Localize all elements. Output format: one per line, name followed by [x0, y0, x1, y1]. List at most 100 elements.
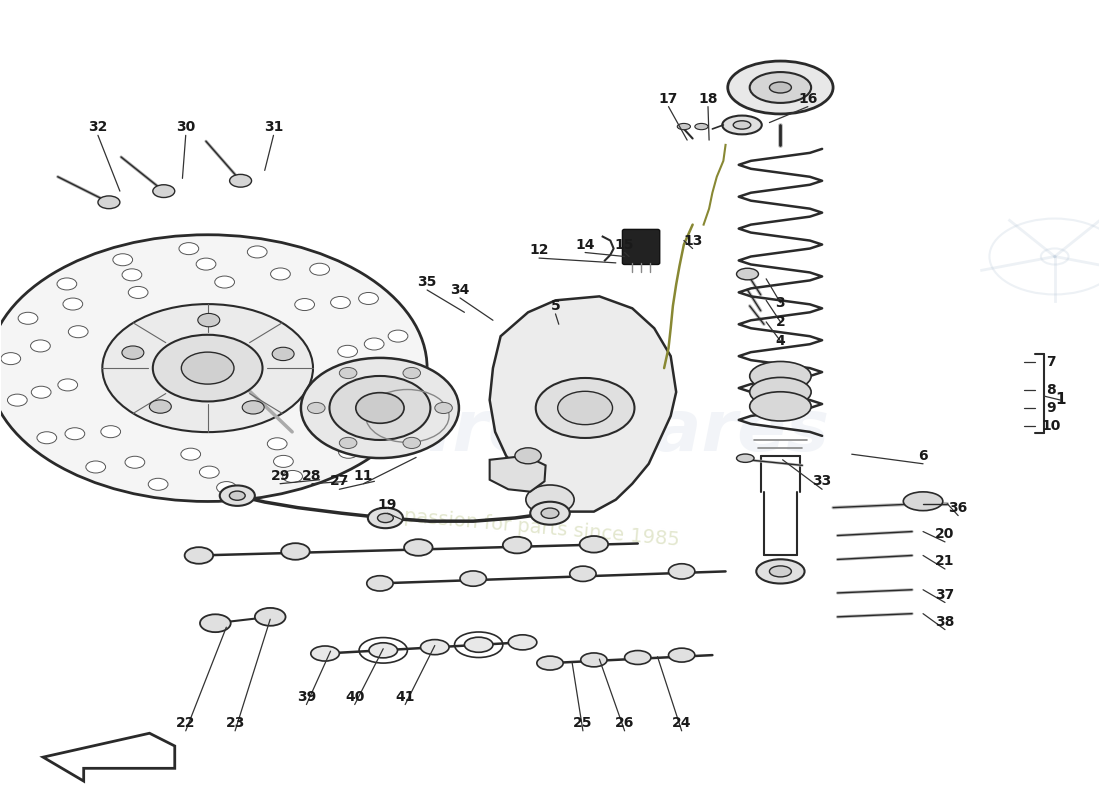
Ellipse shape: [368, 642, 397, 658]
Text: 27: 27: [330, 474, 349, 488]
Ellipse shape: [678, 123, 691, 130]
Text: 22: 22: [176, 716, 196, 730]
Polygon shape: [490, 456, 546, 492]
Text: 24: 24: [672, 716, 692, 730]
Text: 30: 30: [176, 120, 196, 134]
Ellipse shape: [339, 367, 356, 378]
Ellipse shape: [198, 314, 220, 326]
Ellipse shape: [125, 456, 145, 468]
Ellipse shape: [295, 298, 315, 310]
Text: 29: 29: [271, 469, 289, 482]
Ellipse shape: [282, 543, 310, 560]
Ellipse shape: [113, 254, 133, 266]
Ellipse shape: [331, 297, 350, 309]
Ellipse shape: [308, 402, 326, 414]
Text: 17: 17: [659, 92, 679, 106]
Ellipse shape: [8, 394, 28, 406]
Text: 5: 5: [551, 299, 560, 313]
Ellipse shape: [274, 455, 294, 467]
Text: 2: 2: [776, 315, 785, 329]
Ellipse shape: [903, 492, 943, 510]
Ellipse shape: [150, 400, 172, 414]
Ellipse shape: [750, 362, 811, 390]
Polygon shape: [490, 296, 676, 512]
Ellipse shape: [769, 82, 791, 93]
Ellipse shape: [57, 278, 77, 290]
Text: 28: 28: [302, 469, 321, 482]
Ellipse shape: [180, 448, 200, 460]
Ellipse shape: [339, 438, 356, 449]
Ellipse shape: [255, 608, 286, 626]
Text: 16: 16: [799, 92, 817, 106]
Ellipse shape: [515, 448, 541, 464]
Ellipse shape: [37, 432, 57, 444]
Text: 34: 34: [450, 283, 470, 297]
Text: 9: 9: [1046, 401, 1056, 415]
Ellipse shape: [537, 656, 563, 670]
Ellipse shape: [355, 393, 404, 423]
Polygon shape: [43, 734, 175, 781]
Ellipse shape: [464, 638, 493, 652]
Ellipse shape: [403, 438, 420, 449]
Text: 21: 21: [935, 554, 955, 568]
Ellipse shape: [526, 485, 574, 514]
Ellipse shape: [750, 378, 811, 406]
Ellipse shape: [737, 454, 755, 462]
Ellipse shape: [196, 258, 216, 270]
Text: 14: 14: [575, 238, 595, 251]
Text: 10: 10: [1042, 418, 1062, 433]
Ellipse shape: [122, 269, 142, 281]
Text: 4: 4: [776, 334, 785, 348]
Text: 35: 35: [417, 275, 437, 289]
Ellipse shape: [366, 576, 393, 591]
Ellipse shape: [503, 537, 531, 554]
Ellipse shape: [404, 539, 432, 556]
Text: a passion for parts since 1985: a passion for parts since 1985: [385, 506, 681, 550]
Ellipse shape: [217, 482, 236, 494]
Text: 3: 3: [776, 296, 785, 310]
Ellipse shape: [508, 635, 537, 650]
Ellipse shape: [769, 566, 791, 577]
Ellipse shape: [750, 72, 811, 103]
Ellipse shape: [301, 358, 459, 458]
FancyBboxPatch shape: [623, 230, 660, 265]
Text: 41: 41: [395, 690, 415, 703]
Ellipse shape: [68, 326, 88, 338]
Ellipse shape: [338, 346, 358, 358]
Text: 37: 37: [935, 587, 955, 602]
Ellipse shape: [18, 312, 37, 324]
Text: 40: 40: [345, 690, 364, 703]
Ellipse shape: [185, 547, 213, 564]
Text: 33: 33: [813, 474, 832, 488]
Ellipse shape: [580, 536, 608, 553]
Ellipse shape: [122, 346, 144, 359]
Ellipse shape: [230, 174, 252, 187]
Text: 6: 6: [918, 449, 928, 463]
Ellipse shape: [63, 298, 82, 310]
Ellipse shape: [364, 338, 384, 350]
Ellipse shape: [625, 650, 651, 665]
Text: Spares: Spares: [550, 398, 830, 466]
Ellipse shape: [403, 367, 420, 378]
Ellipse shape: [101, 426, 121, 438]
Ellipse shape: [339, 446, 359, 458]
Ellipse shape: [750, 392, 811, 421]
Ellipse shape: [98, 196, 120, 209]
Text: 20: 20: [935, 527, 955, 541]
Ellipse shape: [153, 334, 263, 402]
Ellipse shape: [737, 268, 759, 280]
Text: 12: 12: [529, 243, 549, 257]
Text: 1: 1: [1055, 393, 1066, 407]
Text: 39: 39: [297, 690, 316, 703]
Ellipse shape: [330, 376, 430, 440]
Ellipse shape: [723, 115, 762, 134]
Ellipse shape: [359, 293, 378, 305]
Ellipse shape: [182, 352, 234, 384]
Ellipse shape: [230, 491, 245, 500]
Text: 11: 11: [354, 469, 373, 482]
Text: 31: 31: [264, 120, 283, 134]
Ellipse shape: [757, 559, 804, 583]
Ellipse shape: [377, 412, 397, 424]
Ellipse shape: [558, 391, 613, 425]
Ellipse shape: [310, 263, 330, 275]
